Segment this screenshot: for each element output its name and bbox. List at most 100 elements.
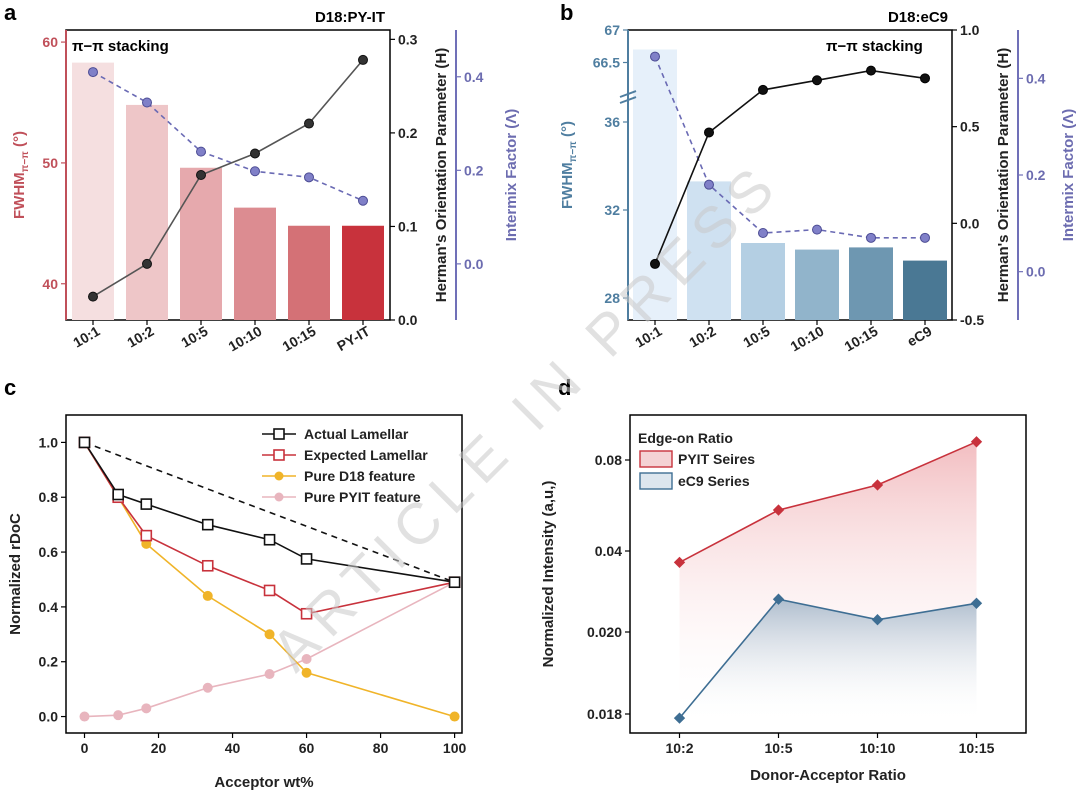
panel-c-point: [263, 584, 276, 597]
panel-d-point: [970, 597, 983, 609]
panel-a-herman-point: [304, 118, 314, 129]
panel-c-point: [202, 682, 213, 693]
panel-d: d 10:2 10:5 10:10 10:15 0.018 0.020 0.04 0.08 E…: [540, 375, 1027, 784]
panel-a-bar: [288, 225, 330, 320]
panel-b-ytick-right1-label: 0.5: [960, 119, 980, 135]
panel-c-point: [78, 436, 91, 449]
panel-a-xtick-label: 10:2: [124, 323, 156, 351]
panel-c-legend-marker: [273, 428, 285, 440]
panel-b-bar: [849, 247, 893, 320]
panel-c-xtick-label: 100: [443, 740, 467, 756]
panel-c-frame: [65, 414, 463, 734]
panel-b-intermix-point: [758, 228, 768, 238]
panel-a-herman-point: [88, 291, 98, 302]
panel-d-legend-swatch: [639, 450, 673, 468]
panel-b-herman-line: [654, 69, 926, 265]
panel-c-point: [300, 607, 313, 620]
panel-c: c 0 20 40 60 80 100 0.0 0.2 0.4 0.6 0.8 1.0 Actual …: [4, 375, 466, 791]
panel-d-ylabel: Normalized Intensity (a,u,): [540, 481, 557, 668]
panel-c-point: [113, 710, 124, 721]
panel-b-herman-point: [650, 258, 660, 269]
panel-c-legend-label: Actual Lamellar: [304, 426, 409, 442]
panel-a-intermix-point: [358, 195, 368, 206]
panel-b-ylabel-left: FWHMπ−π (°): [559, 121, 579, 209]
panel-c-point: [263, 533, 276, 546]
panel-c-point: [449, 711, 460, 722]
panel-a-xtick-label: 10:1: [70, 323, 102, 351]
panel-c-point: [79, 711, 90, 722]
panel-a-annotation: π−π stacking: [72, 38, 169, 55]
panel-a-ytick-right2-label: 0.4: [464, 69, 484, 85]
panel-c-series-line: [84, 581, 455, 718]
panel-a-xtick-label: 10:15: [279, 323, 318, 355]
panel-b-ytick-left-label: 36: [604, 114, 620, 130]
panel-c-xtick-label: 0: [81, 740, 89, 756]
panel-b-axis-break: [619, 90, 637, 98]
panel-b-intermix-point: [650, 51, 660, 62]
panel-d-point: [970, 436, 983, 448]
panel-c-ytick-label: 0.0: [39, 709, 59, 725]
panel-c-legend-marker: [274, 471, 284, 481]
panel-c-xtick-label: 40: [225, 740, 241, 756]
panel-a-ylabel-right2: Intermix Factor (Λ): [503, 109, 520, 242]
panel-b-ytick-right2-label: 0.0: [1026, 264, 1046, 280]
panel-a-herman-point: [196, 170, 206, 180]
panel-b-ytick-left-label: 32: [604, 202, 620, 218]
panel-d-series-line: [679, 441, 977, 564]
panel-a-ytick-right2-label: 0.0: [464, 256, 484, 272]
panel-a-ytick-right1-label: 0.1: [398, 218, 418, 234]
panel-d-legend-swatch: [639, 472, 673, 490]
panel-b-ytick-right1-label: 0.0: [960, 215, 980, 231]
panel-a-bar: [72, 62, 114, 320]
panel-b-ytick-left-label: 28: [604, 290, 620, 306]
panel-b-xtick-label: 10:5: [740, 323, 772, 351]
panel-d-xtick-label: 10:10: [860, 740, 896, 756]
panel-b-bar: [687, 181, 731, 320]
panel-c-point: [264, 629, 275, 640]
panel-c-ylabel: Normalized rDoC: [7, 513, 24, 635]
panel-d-ytick-label: 0.018: [587, 706, 622, 722]
panel-b-intermix-point: [920, 232, 930, 243]
panel-d-series-line: [678, 598, 977, 719]
panel-a-herman-point: [250, 148, 260, 159]
panel-c-ytick-label: 0.2: [39, 654, 59, 670]
panel-b-intermix-point: [866, 232, 876, 243]
panel-b-herman-point: [758, 84, 768, 95]
panel-d-point: [673, 556, 686, 569]
panel-b-ylabel-right2: Intermix Factor (Λ): [1060, 109, 1077, 242]
panel-b-bar: [903, 260, 947, 320]
panel-a-ytick-right1-label: 0.0: [398, 312, 418, 328]
panel-d-frame: [629, 414, 1027, 734]
panel-b-xtick-label: eC9: [904, 323, 934, 350]
panel-b-herman-point: [704, 127, 714, 138]
panel-a-ytick-left-label: 40: [42, 276, 58, 292]
panel-b-intermix-line: [654, 56, 925, 239]
panel-c-legend-marker: [273, 449, 285, 461]
panel-a-intermix-point: [304, 172, 314, 183]
panel-a-herman-line: [92, 59, 364, 298]
panel-a-frame: [65, 29, 391, 321]
panel-a-intermix-point: [250, 166, 260, 177]
panel-c-point: [301, 653, 312, 664]
panel-a-ytick-left-label: 50: [42, 155, 58, 171]
panel-a-xtick-label: PY-IT: [334, 323, 373, 355]
panel-b-ytick-right1-label: -0.5: [960, 312, 984, 328]
panel-c-xlabel: Acceptor wt%: [214, 774, 313, 791]
panel-b-herman-point: [920, 73, 930, 84]
panel-c-ytick-label: 0.8: [39, 489, 59, 505]
panel-a-xtick-label: 10:5: [178, 323, 210, 351]
panel-c-xtick-label: 80: [373, 740, 389, 756]
panel-c-ytick-label: 1.0: [39, 434, 59, 450]
panel-c-legend-label: Pure PYIT feature: [304, 489, 421, 505]
panel-b-herman-point: [866, 65, 876, 76]
panel-d-point: [871, 479, 884, 491]
panel-d-xtick-label: 10:5: [764, 740, 792, 756]
panel-d-ytick-label: 0.020: [587, 624, 622, 640]
panel-a-title: D18:PY-IT: [315, 9, 385, 26]
panel-b-bar: [633, 49, 677, 320]
panel-d-point: [673, 712, 686, 724]
panel-c-legend-marker: [274, 492, 284, 502]
panel-a-ytick-left-label: 60: [42, 34, 58, 50]
panel-d-legend-label: PYIT Seires: [678, 451, 755, 467]
